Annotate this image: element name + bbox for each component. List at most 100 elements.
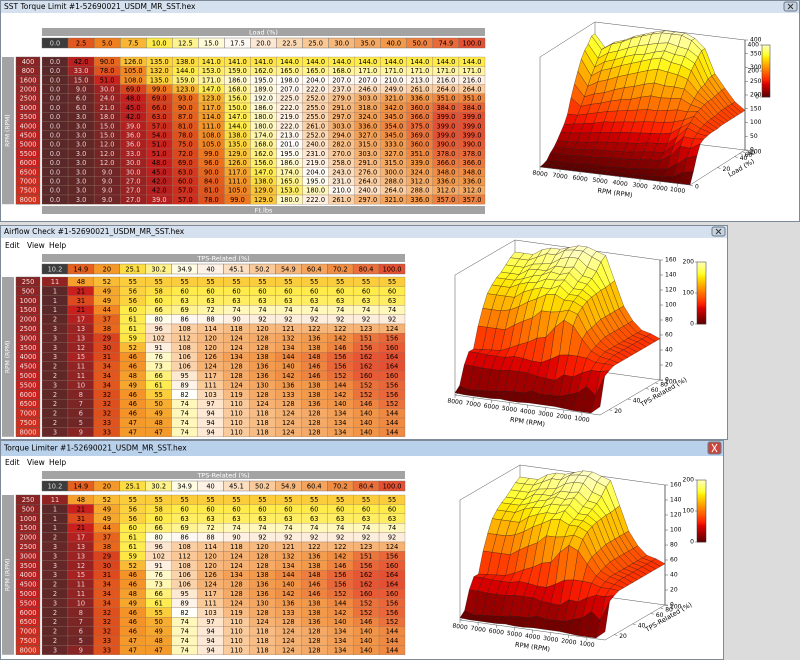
column-header: 50.2 xyxy=(255,482,270,490)
cell-value: 146 xyxy=(308,372,321,380)
menu-item[interactable]: Edit xyxy=(5,241,20,250)
cell-value: 11 xyxy=(77,372,85,380)
column-header: 100.0 xyxy=(463,39,482,47)
column-header: 30.2 xyxy=(151,482,166,490)
cell-value: 74 xyxy=(362,524,370,532)
table-cell xyxy=(378,427,406,437)
cell-value: 21 xyxy=(77,505,85,513)
cell-value: 249.0 xyxy=(384,86,403,94)
colorbar-step xyxy=(762,57,770,60)
cell-value: 219.0 xyxy=(306,159,325,167)
row-header: 4000 xyxy=(20,353,37,361)
cell-value: 264.0 xyxy=(463,86,482,94)
menu-item[interactable]: View xyxy=(27,458,45,467)
cell-value: 144.0 xyxy=(280,58,299,66)
cell-value: 74 xyxy=(258,524,266,532)
cell-value: 144 xyxy=(386,428,399,436)
colorbar-step xyxy=(697,498,706,501)
cell-value: 74 xyxy=(336,306,344,314)
z-tick-label: 160 xyxy=(670,482,682,489)
cell-value: 108 xyxy=(178,344,191,352)
cell-value: 49 xyxy=(154,410,162,418)
cell-value: 60 xyxy=(284,287,292,295)
colorbar-step xyxy=(762,77,770,80)
cell-value: 48 xyxy=(77,496,85,504)
colorbar-step xyxy=(697,506,706,510)
colorbar-step xyxy=(697,284,706,288)
cell-value: 0.0 xyxy=(50,159,61,167)
cell-value: 29 xyxy=(103,334,111,342)
cell-value: 3.0 xyxy=(76,113,87,121)
cell-value: 103 xyxy=(204,391,217,399)
cell-value: 106 xyxy=(178,363,191,371)
cell-value: 171.0 xyxy=(410,67,429,75)
cell-value: 9 xyxy=(79,428,83,436)
cell-value: 378.0 xyxy=(436,150,455,158)
cell-value: 0.0 xyxy=(50,141,61,149)
x-tick-label: 7000 xyxy=(465,400,481,409)
cell-value: 152 xyxy=(334,372,347,380)
cell-value: 105.0 xyxy=(124,67,143,75)
menu-item[interactable]: Help xyxy=(49,458,66,467)
cell-value: 134 xyxy=(334,628,347,636)
row-header: 4500 xyxy=(20,581,37,589)
cell-value: 366.0 xyxy=(463,159,482,167)
cell-value: 180.0 xyxy=(254,122,273,130)
cell-value: 144 xyxy=(386,410,399,418)
cell-value: 1 xyxy=(53,505,57,513)
cell-value: 174.0 xyxy=(254,132,273,140)
y-tick-label: 80 xyxy=(660,381,668,388)
row-header: 3000 xyxy=(20,552,37,560)
y-tick-label: 20 xyxy=(723,166,731,173)
x-tick-label: 4000 xyxy=(519,407,535,416)
row-header: 2500 xyxy=(20,95,37,103)
cell-value: 156 xyxy=(334,363,347,371)
colorbar-step xyxy=(762,48,770,51)
cell-value: 66 xyxy=(154,590,162,598)
cell-value: 165.0 xyxy=(280,178,299,186)
colorbar-step xyxy=(762,90,770,93)
cell-value: 192.0 xyxy=(254,95,273,103)
row-header: 7500 xyxy=(20,419,37,427)
cell-value: 3 xyxy=(53,543,57,551)
menu-item[interactable]: Help xyxy=(49,241,66,250)
cell-value: 165.0 xyxy=(280,67,299,75)
cell-value: 110 xyxy=(230,419,243,427)
cell-value: 94 xyxy=(206,646,214,654)
cell-value: 3 xyxy=(53,428,57,436)
column-header: 25.1 xyxy=(125,482,140,490)
cell-value: 39.0 xyxy=(126,122,141,130)
cell-value: 78.0 xyxy=(204,196,219,204)
header-bar xyxy=(42,254,405,262)
cell-value: 0.0 xyxy=(50,95,61,103)
window-title: SST Torque Limit #1-52690021_USDM_MR_SST… xyxy=(4,2,196,11)
cell-value: 315.0 xyxy=(384,159,403,167)
colorbar-step xyxy=(762,76,770,79)
cell-value: 47 xyxy=(129,419,137,427)
cell-value: 216.0 xyxy=(436,76,455,84)
y-tick xyxy=(627,398,631,401)
z-tick-label: 0 xyxy=(665,377,669,384)
cell-value: 48.0 xyxy=(126,95,141,103)
cell-value: 74 xyxy=(180,419,188,427)
menu-item[interactable]: View xyxy=(27,241,45,250)
close-icon xyxy=(711,443,718,453)
cell-value: 204.0 xyxy=(306,76,325,84)
colorbar-step xyxy=(697,276,706,279)
cell-value: 63 xyxy=(180,297,188,305)
column-header: 22.5 xyxy=(282,39,297,47)
cell-value: 348.0 xyxy=(436,168,455,176)
cell-value: 106 xyxy=(178,571,191,579)
cell-value: 60 xyxy=(362,287,370,295)
cell-value: 138 xyxy=(256,353,269,361)
cell-value: 11 xyxy=(51,496,59,504)
cell-value: 156 xyxy=(386,334,399,342)
cell-value: 222.0 xyxy=(306,196,325,204)
cell-value: 108 xyxy=(178,562,191,570)
menu-item[interactable]: Edit xyxy=(5,458,20,467)
cell-value: 270.0 xyxy=(332,150,351,158)
cell-value: 2 xyxy=(53,618,57,626)
cell-value: 128 xyxy=(230,372,243,380)
cell-value: 327.0 xyxy=(358,132,377,140)
